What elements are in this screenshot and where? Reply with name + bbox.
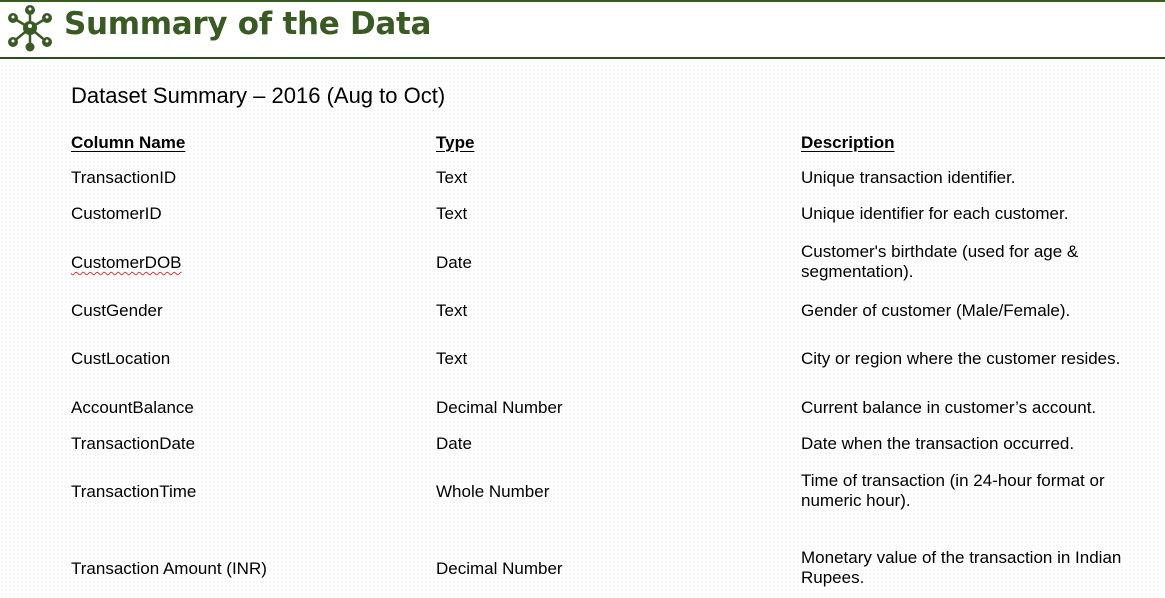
cell-description: Date when the transaction occurred. bbox=[801, 434, 1075, 453]
cell-column-name: CustomerID bbox=[71, 204, 162, 223]
cell-type: Text bbox=[436, 301, 468, 320]
cell-type: Whole Number bbox=[436, 482, 550, 501]
cell-description: Unique transaction identifier. bbox=[801, 168, 1016, 187]
cell-type: Date bbox=[436, 434, 472, 453]
cell-type: Text bbox=[436, 168, 468, 187]
cell-description: Customer's birthdate (used for age & seg… bbox=[801, 242, 1079, 281]
cell-column-name: CustomerDOB bbox=[71, 253, 182, 272]
cell-column-name: TransactionID bbox=[71, 168, 177, 187]
cell-description: Gender of customer (Male/Female). bbox=[801, 301, 1071, 320]
cell-type: Decimal Number bbox=[436, 398, 563, 417]
cell-type: Text bbox=[436, 204, 468, 223]
dataset-summary-heading: Dataset Summary – 2016 (Aug to Oct) bbox=[71, 83, 446, 108]
cell-column-name: TransactionDate bbox=[71, 434, 196, 453]
column-header-name: Column Name bbox=[71, 133, 186, 152]
cell-type: Decimal Number bbox=[436, 559, 563, 578]
cell-column-name: CustLocation bbox=[71, 349, 171, 368]
cell-description: Unique identifier for each customer. bbox=[801, 204, 1069, 223]
column-header-type: Type bbox=[436, 133, 475, 152]
cell-column-name: TransactionTime bbox=[71, 482, 197, 501]
cell-description: City or region where the customer reside… bbox=[801, 349, 1121, 368]
cell-column-name: AccountBalance bbox=[71, 398, 194, 417]
network-nodes-icon bbox=[8, 5, 52, 52]
cell-description: Current balance in customer’s account. bbox=[801, 398, 1097, 417]
column-header-description: Description bbox=[801, 133, 895, 152]
cell-column-name: CustGender bbox=[71, 301, 163, 320]
cell-description: Monetary value of the transaction in Ind… bbox=[801, 548, 1122, 587]
cell-description: Time of transaction (in 24-hour format o… bbox=[801, 471, 1105, 510]
cell-type: Date bbox=[436, 253, 472, 272]
page-title: Summary of the Data bbox=[64, 6, 432, 42]
cell-type: Text bbox=[436, 349, 468, 368]
page-header: Summary of the Data bbox=[0, 0, 1165, 59]
cell-column-name: Transaction Amount (INR) bbox=[71, 559, 267, 578]
